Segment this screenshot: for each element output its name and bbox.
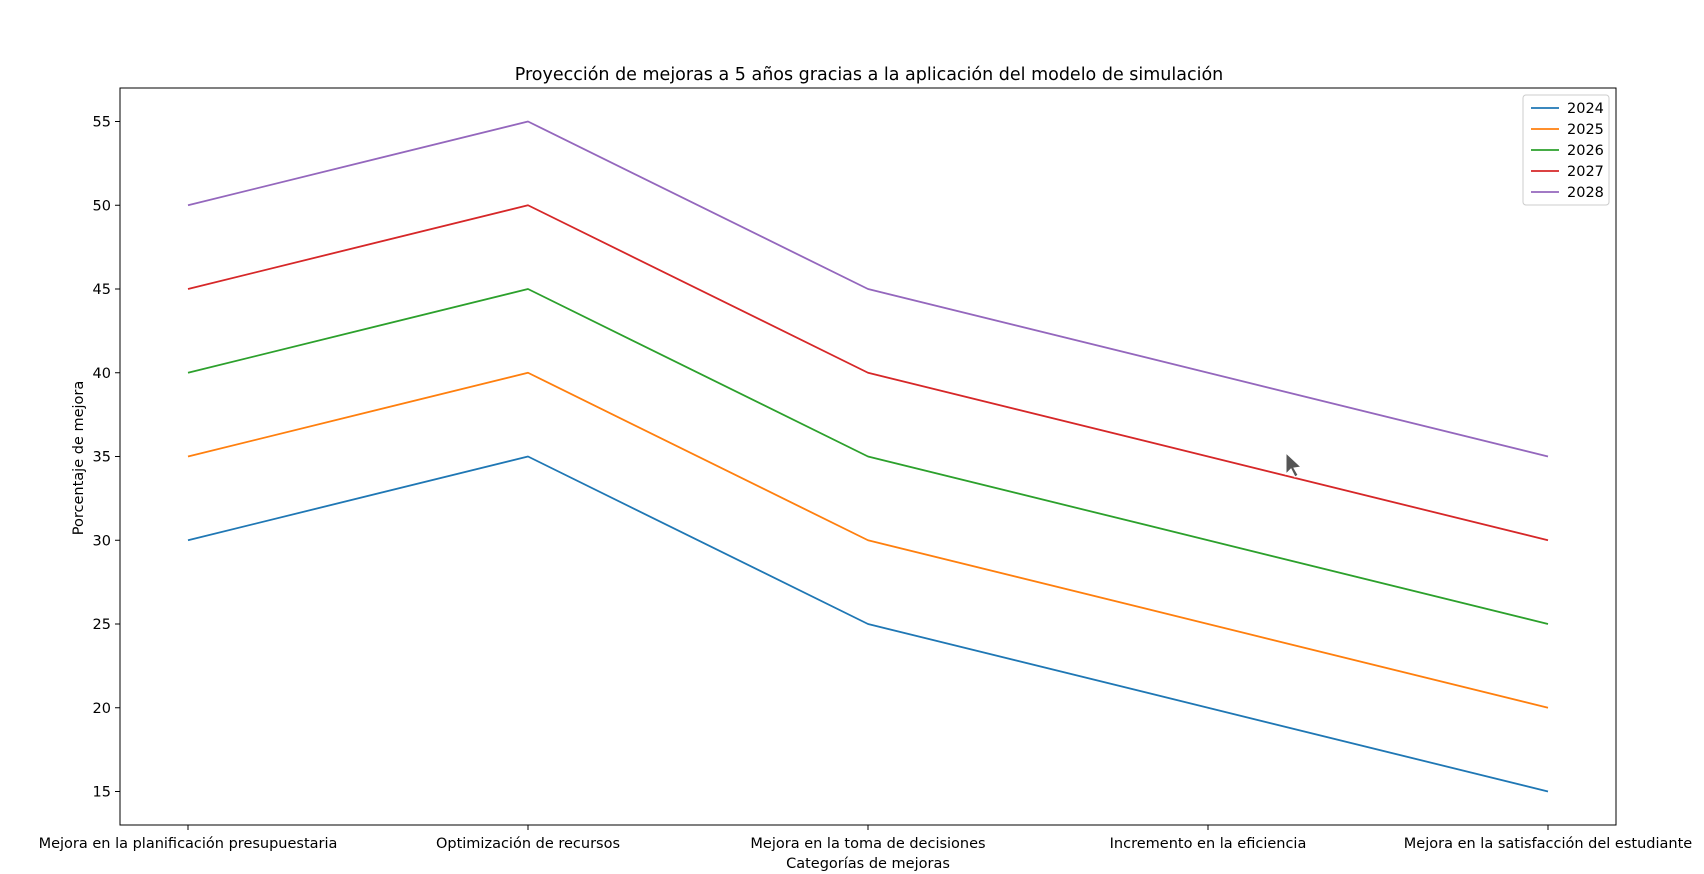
legend: 2024 2025 2026 2027 2028 [1522, 94, 1610, 206]
y-tick-label: 30 [93, 533, 111, 549]
series-line-2027 [187, 204, 1549, 542]
y-tick-label: 20 [93, 701, 111, 717]
chart-title: Proyección de mejoras a 5 años gracias a… [515, 65, 1224, 85]
y-tick-label: 40 [93, 366, 111, 382]
legend-label: 2026 [1567, 143, 1604, 159]
y-tick-label: 25 [93, 617, 111, 633]
legend-label: 2027 [1567, 164, 1604, 180]
legend-label: 2028 [1567, 185, 1604, 201]
x-tick-label: Incremento en la eficiencia [1110, 836, 1307, 852]
x-tick-label: Mejora en la satisfacción del estudiante [1404, 836, 1692, 852]
x-tick-label: Mejora en la toma de decisiones [750, 836, 985, 852]
series-lines [187, 120, 1549, 793]
y-tick-label: 35 [93, 450, 111, 466]
series-line-2024 [187, 455, 1549, 793]
plot-area-frame [119, 87, 1617, 826]
y-tick-label: 45 [93, 282, 111, 298]
x-axis-label: Categorías de mejoras [786, 856, 950, 872]
legend-label: 2024 [1567, 101, 1604, 117]
series-line-2025 [187, 371, 1549, 709]
y-tick-label: 50 [93, 198, 111, 214]
series-line-2028 [187, 120, 1549, 458]
legend-box [1522, 94, 1610, 206]
y-axis-label: Porcentaje de mejora [71, 381, 87, 535]
y-tick-label: 15 [93, 785, 111, 801]
y-tick-label: 55 [93, 115, 111, 131]
x-axis-ticks: Mejora en la planificación presupuestari… [39, 825, 1692, 852]
mouse-cursor-icon [1285, 451, 1303, 478]
y-axis-ticks: 15 20 25 30 35 40 45 50 55 [93, 115, 120, 801]
legend-label: 2025 [1567, 122, 1604, 138]
x-tick-label: Optimización de recursos [436, 836, 620, 852]
x-tick-label: Mejora en la planificación presupuestari… [39, 836, 338, 852]
series-line-2026 [187, 288, 1549, 625]
